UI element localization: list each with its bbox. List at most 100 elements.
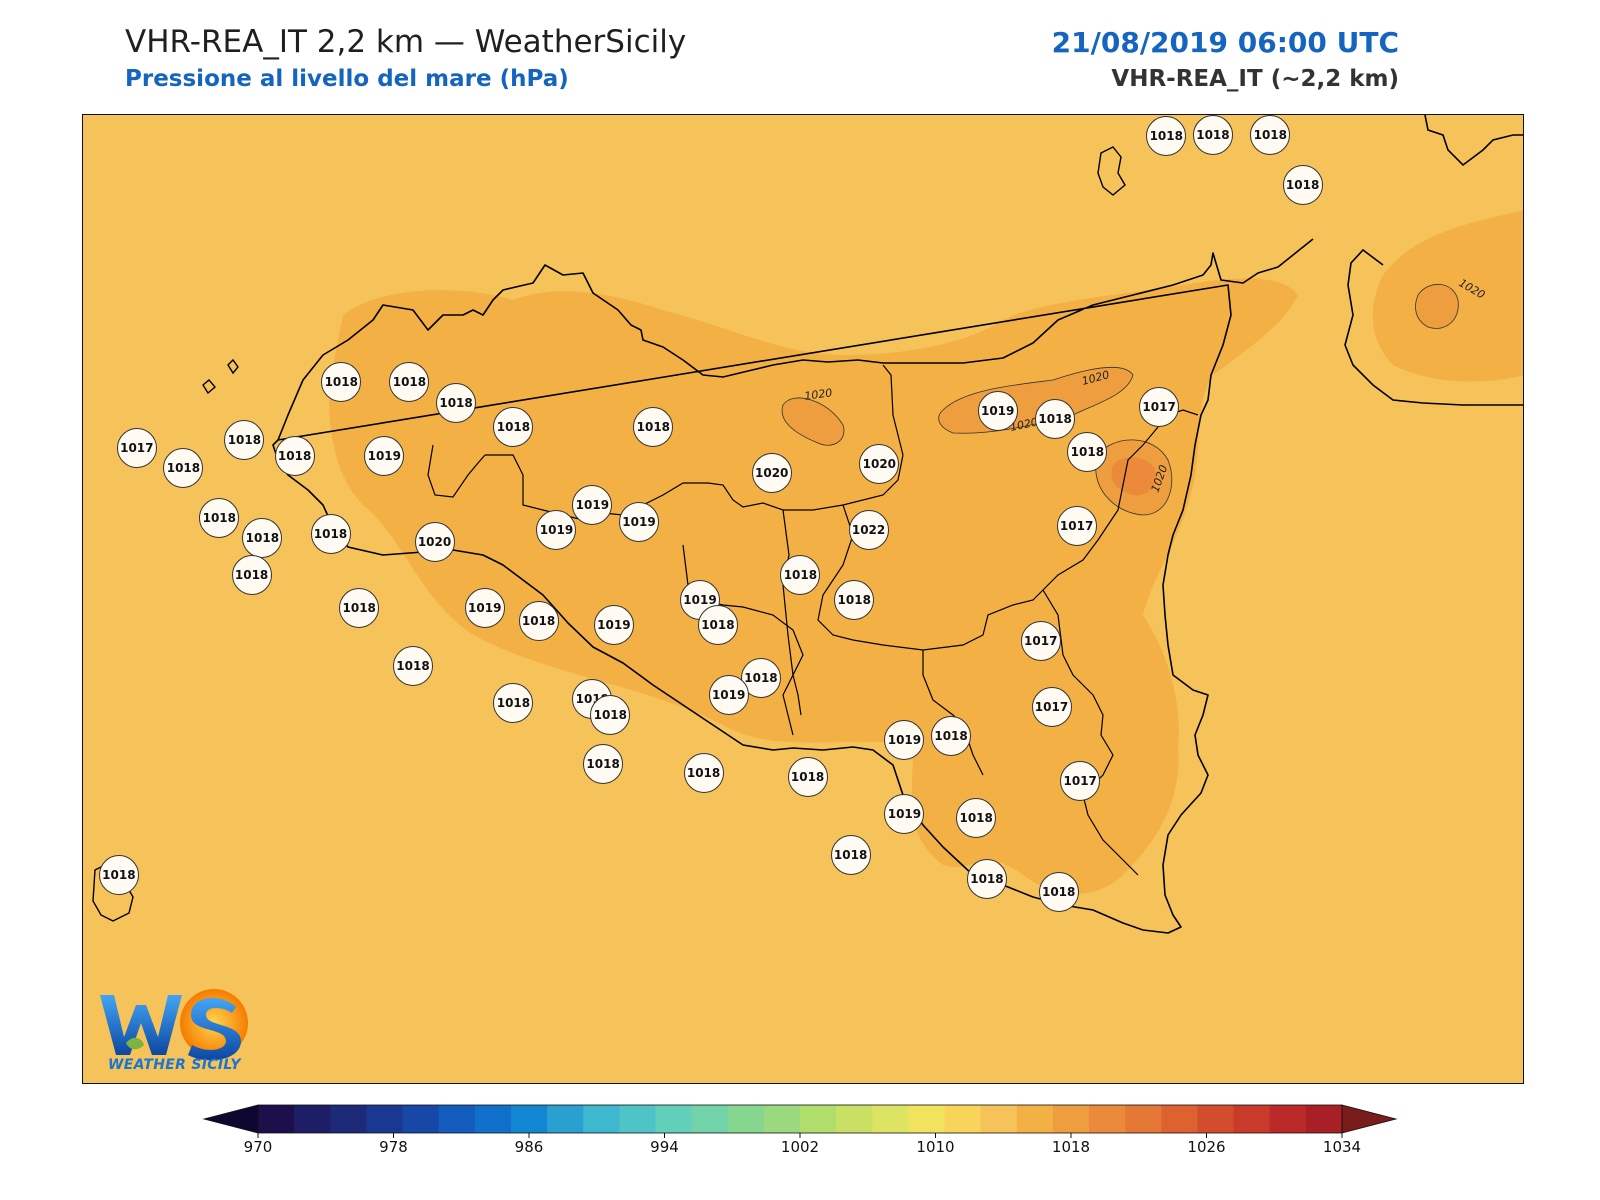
station-pressure-value: 1019: [572, 485, 613, 526]
station-pressure-value: 1020: [751, 452, 792, 493]
colorbar-swatch: [1125, 1105, 1162, 1133]
colorbar-swatch: [510, 1105, 548, 1133]
colorbar-swatch: [872, 1105, 909, 1133]
station-pressure-value: 1018: [339, 588, 380, 629]
colorbar-tick-label: 986: [514, 1138, 544, 1156]
station-pressure-value: 1018: [1067, 432, 1108, 473]
station-pressure-value: 1020: [414, 522, 455, 563]
station-pressure-value: 1018: [274, 436, 315, 477]
colorbar-tick-label: 1034: [1322, 1138, 1362, 1156]
station-pressure-value: 1018: [163, 448, 204, 489]
station-pressure-value: 1022: [848, 510, 889, 551]
station-pressure-value: 1017: [1020, 621, 1061, 662]
colorbar-swatch: [800, 1105, 837, 1133]
colorbar-swatch: [836, 1105, 873, 1133]
colorbar-swatch: [438, 1105, 476, 1133]
colorbar-tick-label: 1010: [916, 1138, 955, 1156]
station-pressure-value: 1018: [697, 604, 738, 645]
colorbar-swatch: [474, 1105, 512, 1133]
colorbar-swatch: [1052, 1105, 1090, 1133]
station-pressure-value: 1019: [708, 674, 749, 715]
station-pressure-value: 1019: [884, 793, 925, 834]
station-pressure-value: 1018: [780, 555, 821, 596]
colorbar-swatch: [1197, 1105, 1235, 1133]
station-pressure-value: 1018: [633, 407, 674, 448]
colorbar-swatch: [908, 1105, 946, 1133]
station-pressure-value: 1018: [1035, 399, 1076, 440]
station-pressure-value: 1018: [242, 518, 283, 559]
colorbar-swatch: [1233, 1105, 1271, 1133]
colorbar-swatch: [402, 1105, 440, 1133]
station-pressure-value: 1018: [310, 514, 351, 555]
station-pressure-value: 1018: [1282, 164, 1323, 205]
station-pressure-value: 1017: [1139, 386, 1180, 427]
station-pressure-value: 1018: [1250, 115, 1291, 155]
colorbar-swatch: [763, 1105, 801, 1133]
colorbar-swatch: [727, 1105, 765, 1133]
colorbar-frame: [257, 1104, 1343, 1134]
calabria-coastline: [1344, 115, 1523, 406]
map-canvas: 1020 1020 1020 1020 1020: [83, 115, 1523, 1083]
colorbar-tick-label: 1018: [1051, 1138, 1091, 1156]
station-pressure-value: 1018: [493, 407, 534, 448]
station-pressure-value: 1018: [224, 419, 265, 460]
colorbar-tick-label: 994: [650, 1138, 679, 1156]
colorbar-swatch: [691, 1105, 729, 1133]
colorbar-extend-under: [202, 1104, 259, 1134]
colorbar-swatch: [258, 1105, 295, 1133]
station-pressure-value: 1018: [493, 682, 534, 723]
station-pressure-value: 1018: [740, 658, 781, 699]
colorbar-swatch: [1089, 1105, 1126, 1133]
colorbar-swatch: [583, 1105, 620, 1133]
station-pressure-value: 1018: [966, 859, 1007, 900]
model-name: VHR-REA_IT (~2,2 km): [1111, 66, 1399, 92]
station-pressure-value: 1018: [1038, 871, 1079, 912]
station-pressure-value: 1018: [1146, 115, 1187, 156]
station-pressure-value: 1018: [98, 855, 139, 896]
station-pressure-value: 1018: [830, 834, 871, 875]
station-pressure-value: 1018: [199, 497, 240, 538]
station-pressure-value: 1019: [977, 390, 1018, 431]
egadi-island-2: [202, 379, 216, 395]
station-pressure-value: 1018: [518, 600, 559, 641]
colorbar-swatch: [655, 1105, 693, 1133]
station-pressure-value: 1019: [884, 719, 925, 760]
colorbar-swatch: [547, 1105, 584, 1133]
station-pressure-value: 1018: [583, 744, 624, 785]
station-pressure-value: 1018: [956, 797, 997, 838]
station-pressure-value: 1018: [1192, 115, 1233, 155]
colorbar-swatch: [1016, 1105, 1054, 1133]
aeolian-island: [1097, 146, 1126, 196]
station-pressure-value: 1019: [464, 588, 505, 629]
station-pressure-value: 1018: [393, 645, 433, 686]
colorbar-swatch: [1305, 1105, 1343, 1133]
map-panel: 1020 1020 1020 1020 1020 1018 1018 1018 1018 101…: [82, 114, 1524, 1084]
station-pressure-value: 1017: [1060, 760, 1101, 801]
contour-label: 1020: [1009, 415, 1039, 434]
colorbar-tick-label: 1002: [780, 1138, 820, 1156]
station-pressure-value: 1018: [787, 756, 828, 797]
colorbar-swatch: [366, 1105, 404, 1133]
station-pressure-value: 1019: [593, 604, 634, 645]
colorbar-swatch: [330, 1105, 367, 1133]
station-pressure-value: 1018: [931, 715, 972, 756]
colorbar-swatch: [619, 1105, 656, 1133]
logo-text: WEATHER SICILY: [108, 1057, 241, 1073]
station-pressure-value: 1017: [116, 427, 157, 468]
colorbar-swatch: [944, 1105, 982, 1133]
station-pressure-value: 1018: [389, 362, 430, 403]
colorbar-tick-label: 978: [379, 1138, 408, 1156]
egadi-island: [227, 358, 239, 375]
colorbar-swatch: [1269, 1105, 1307, 1133]
colorbar-swatch: [980, 1105, 1018, 1133]
station-pressure-value: 1018: [321, 362, 362, 403]
colorbar-tick-label: 970: [243, 1138, 273, 1156]
station-pressure-value: 1017: [1056, 506, 1097, 547]
pressure-region-1020-calabria: [1415, 283, 1459, 329]
valid-datetime: 21/08/2019 06:00 UTC: [1051, 26, 1399, 59]
colorbar-swatch: [294, 1105, 331, 1133]
weather-sicily-logo: [100, 989, 248, 1061]
chart-title: VHR-REA_IT 2,2 km — WeatherSicily: [125, 24, 687, 60]
station-pressure-value: 1017: [1031, 686, 1072, 727]
station-pressure-value: 1018: [834, 580, 875, 620]
